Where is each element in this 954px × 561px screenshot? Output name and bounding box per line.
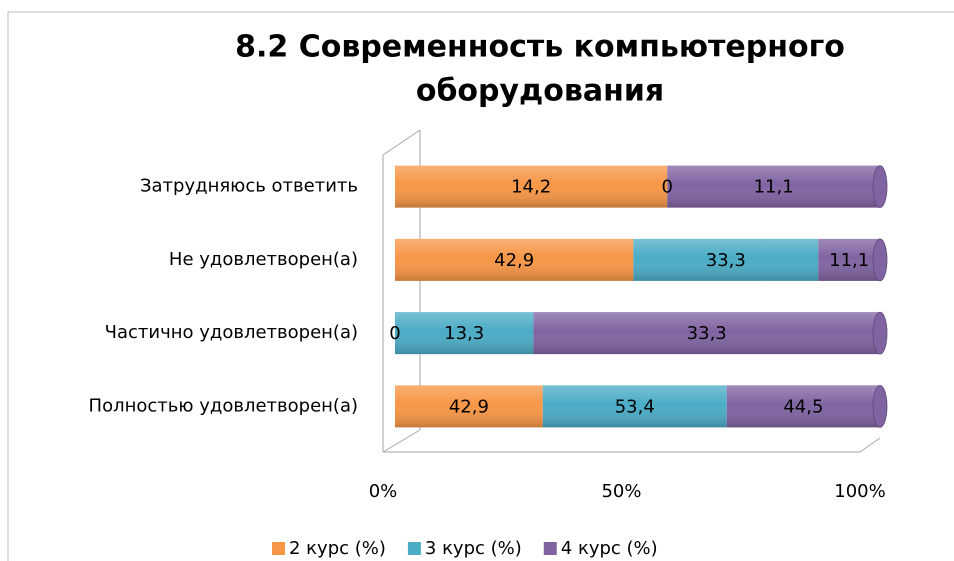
- data-label: 0: [661, 177, 672, 198]
- data-label: 42,9: [494, 250, 534, 271]
- legend-label: 4 курс (%): [561, 538, 658, 559]
- bar-shading: [818, 238, 880, 281]
- bar-shading: [395, 238, 634, 281]
- legend-swatch: [407, 542, 421, 555]
- x-tick-label: 100%: [834, 481, 885, 502]
- data-label: 42,9: [449, 396, 489, 417]
- y-tick-label: Затрудняюсь ответить: [140, 176, 358, 197]
- chart-border: [7, 11, 954, 561]
- bar-shading: [633, 238, 819, 281]
- bar-shading: [542, 385, 727, 428]
- data-label: 33,3: [706, 250, 746, 271]
- bar-cap: [872, 165, 888, 209]
- data-label: 0: [389, 323, 400, 344]
- bar-shading: [726, 385, 880, 428]
- bar-shading: [395, 312, 534, 355]
- data-label: 14,2: [511, 177, 551, 198]
- legend-swatch: [543, 542, 557, 555]
- legend-label: 3 курс (%): [425, 538, 522, 559]
- y-tick-label: Полностью удовлетворен(а): [89, 395, 358, 416]
- data-label: 11,1: [754, 177, 794, 198]
- x-tick-label: 0%: [369, 481, 398, 502]
- bar-cap: [872, 238, 888, 282]
- data-label: 33,3: [687, 323, 727, 344]
- bar-cap: [872, 384, 888, 428]
- legend-label: 2 курс (%): [289, 538, 386, 559]
- bar-shading: [533, 312, 880, 355]
- chart-title: оборудования: [416, 74, 664, 109]
- x-tick-label: 50%: [601, 481, 641, 502]
- bar-shading: [395, 165, 668, 208]
- data-label: 13,3: [444, 323, 484, 344]
- bar-shading: [667, 165, 880, 208]
- data-label: 53,4: [615, 396, 655, 417]
- legend-swatch: [272, 542, 285, 555]
- y-tick-label: Не удовлетворен(а): [169, 249, 358, 270]
- bar-cap: [872, 311, 888, 355]
- data-label: 11,1: [829, 250, 869, 271]
- chart-title: 8.2 Современность компьютерного: [235, 30, 845, 65]
- bar-shading: [395, 385, 543, 428]
- y-tick-label: Частично удовлетворен(а): [105, 322, 358, 343]
- data-label: 44,5: [783, 396, 823, 417]
